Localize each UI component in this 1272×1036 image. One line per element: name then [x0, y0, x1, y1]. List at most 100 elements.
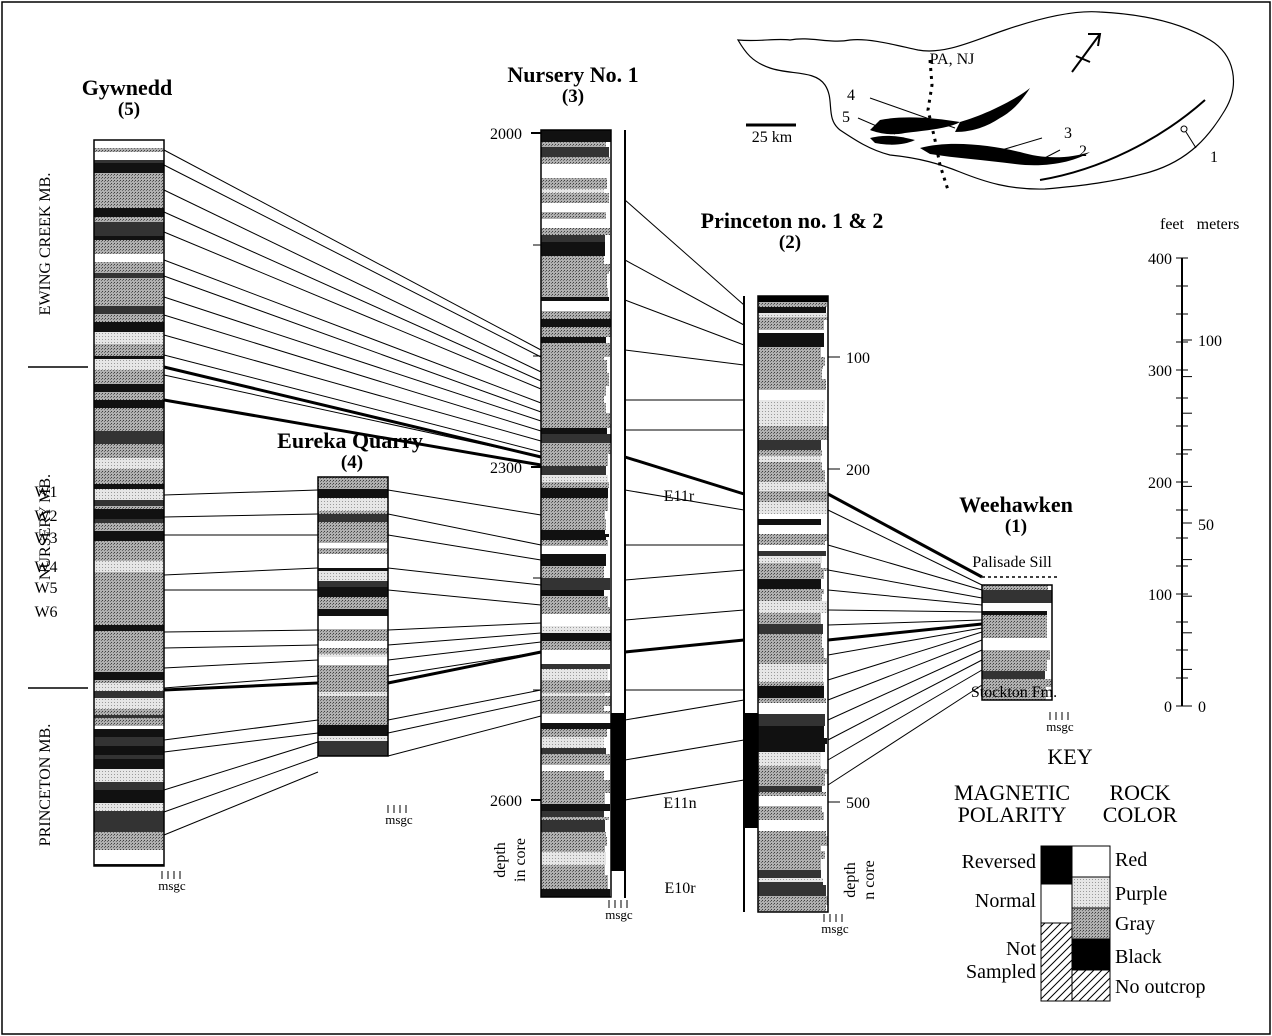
key-red: Red	[1115, 849, 1147, 871]
lithology-bed	[94, 173, 164, 179]
lithology-bed	[541, 669, 608, 680]
lithology-bed	[541, 804, 610, 811]
lithology-bed	[541, 306, 606, 311]
lithology-bed	[541, 889, 610, 897]
lithology-bed	[94, 179, 164, 189]
correlation-line	[827, 659, 983, 741]
lithology-bed	[94, 691, 164, 698]
lithology-bed	[541, 212, 606, 219]
lithology-bed	[758, 551, 826, 556]
lithology-bed	[318, 654, 388, 657]
lithology-bed	[94, 254, 164, 262]
polarity-zone-label: E11r	[664, 488, 695, 505]
key-rock-title: ROCK	[1109, 780, 1170, 805]
thickness-scale: feet meters 400 300 200 100 0 100 50 0	[1148, 216, 1239, 716]
lithology-bed	[758, 831, 826, 836]
lithology-bed	[94, 306, 164, 309]
lithology-bed	[541, 852, 606, 865]
lithology-bed	[94, 746, 164, 755]
lithology-bed	[318, 477, 388, 489]
lithology-bed	[94, 850, 164, 864]
lithology-bed	[982, 603, 1051, 611]
svg-text:100: 100	[1148, 587, 1172, 604]
lithology-bed	[94, 558, 164, 561]
lithology-bed	[94, 759, 164, 769]
lithology-bed	[94, 729, 164, 737]
lithology-bed	[541, 274, 607, 288]
lithology-bed	[758, 357, 825, 366]
correlation-line	[163, 259, 542, 404]
member-label-nursery: NURSERY MB.	[37, 474, 54, 580]
lithology-bed	[758, 534, 828, 541]
lithology-bed	[758, 851, 825, 859]
lithology-bed	[541, 837, 607, 846]
lithology-bed	[541, 566, 604, 578]
lithology-bed	[94, 314, 164, 322]
lithology-bed	[94, 299, 164, 306]
lithology-bed	[541, 403, 606, 413]
lithology-bed	[94, 737, 164, 746]
key-black: Black	[1115, 946, 1162, 968]
lithology-bed	[758, 313, 827, 317]
correlation-line	[827, 544, 983, 591]
princeton-depth-label: 200	[846, 462, 870, 479]
lithology-bed	[541, 754, 610, 765]
lithology-bed	[758, 589, 824, 594]
lithology-bed	[94, 842, 164, 850]
key-title: KEY	[1047, 744, 1092, 769]
lithology-bed	[94, 587, 164, 592]
lithology-bed	[758, 502, 828, 514]
lithology-bed	[758, 594, 822, 601]
lithology-bed	[758, 369, 822, 379]
lithology-bed	[541, 498, 608, 511]
correlation-line	[387, 699, 542, 734]
lithology-bed	[541, 301, 607, 306]
polarity-zone-label: E10r	[664, 880, 696, 897]
depth-in-core-label: in core	[512, 838, 529, 882]
key-normal: Normal	[975, 890, 1037, 912]
lithology-bed	[94, 769, 164, 782]
lithology-bed	[982, 590, 1052, 603]
lithology-bed	[982, 687, 1046, 700]
lithology-bed	[758, 466, 822, 470]
lithology-bed	[758, 905, 826, 912]
lithology-bed	[541, 482, 609, 488]
correlation-line	[387, 715, 542, 757]
lithology-bed	[94, 197, 164, 208]
lithology-bed	[541, 228, 610, 235]
princeton-normal-zone	[744, 713, 758, 828]
lithology-bed	[318, 641, 388, 648]
nursery-number: (3)	[562, 86, 584, 107]
lithology-bed	[318, 498, 388, 511]
correlation-line	[163, 231, 542, 390]
lithology-bed	[94, 790, 164, 803]
lithology-bed	[541, 327, 611, 337]
lithology-bed	[94, 811, 164, 823]
lithology-bed	[94, 672, 164, 680]
lithology-bed	[94, 414, 164, 425]
lithology-bed	[758, 870, 821, 878]
correlation-line	[827, 622, 983, 642]
correlation-line	[827, 619, 983, 626]
lithology-bed	[318, 629, 388, 633]
lithology-bed	[758, 846, 821, 851]
lithology-bed	[758, 426, 828, 440]
correlation-line	[163, 164, 542, 358]
map-location-2: 2	[1079, 143, 1087, 160]
lithology-bed	[758, 333, 824, 347]
lithology-bed	[541, 157, 610, 164]
lithology-bed	[541, 357, 604, 360]
lithology-bed	[541, 696, 611, 706]
lithology-bed	[94, 651, 164, 655]
lithology-bed	[94, 431, 164, 444]
lithology-bed	[318, 597, 388, 609]
lithology-bed	[94, 295, 164, 299]
lithology-bed	[94, 506, 164, 509]
w-label: W5	[34, 580, 57, 597]
svg-text:50: 50	[1198, 517, 1214, 534]
correlation-line	[827, 627, 983, 656]
lithology-bed	[541, 706, 604, 711]
lithology-bed	[758, 579, 821, 589]
correlation-line	[163, 314, 542, 432]
